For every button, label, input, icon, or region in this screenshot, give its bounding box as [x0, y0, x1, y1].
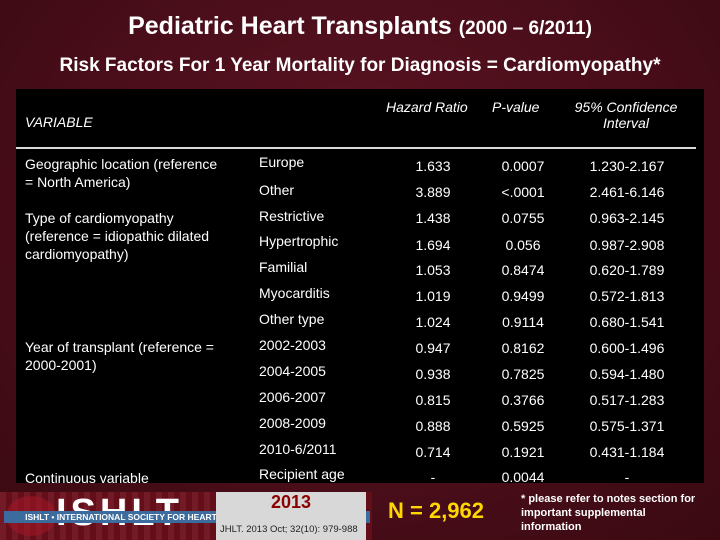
row-hazard-ratio: 1.019 [415, 288, 451, 304]
header-ci: 95% Confidence Interval [556, 99, 696, 131]
row-confidence-interval: 0.517-1.283 [589, 392, 665, 408]
header-ci-line2: Interval [603, 115, 649, 131]
header-ci-line1: 95% Confidence [574, 99, 678, 115]
row-p-value: 0.9499 [501, 288, 545, 304]
row-subcategory: Europe [259, 154, 305, 170]
row-hazard-ratio: 1.024 [415, 314, 451, 330]
row-confidence-interval: 0.600-1.496 [589, 340, 665, 356]
row-p-value: <.0001 [501, 184, 545, 200]
header-variable: VARIABLE [25, 114, 93, 130]
row-subcategory: 2008-2009 [259, 415, 326, 431]
row-subcategory: Restrictive [259, 208, 325, 224]
row-subcategory: Other [259, 182, 295, 198]
row-hazard-ratio: 0.947 [415, 340, 451, 356]
journal-citation: JHLT. 2013 Oct; 32(10): 979-988 [220, 524, 358, 535]
variable-line: Geographic location (reference [25, 156, 218, 172]
row-subcategory: Hypertrophic [259, 233, 339, 249]
header-hazard-ratio: Hazard Ratio [386, 99, 468, 115]
title-dates: (2000 – 6/2011) [458, 18, 592, 39]
row-hazard-ratio: 0.888 [415, 418, 451, 434]
row-subcategory: Recipient age [259, 466, 345, 482]
row-p-value: 0.9114 [502, 314, 544, 330]
header-p-value: P-value [492, 99, 540, 115]
row-p-value: 0.8474 [501, 262, 545, 278]
row-confidence-interval: 0.987-2.908 [589, 237, 665, 253]
title-main: Pediatric Heart Transplants [128, 12, 452, 40]
row-confidence-interval: 0.680-1.541 [589, 314, 665, 330]
row-hazard-ratio: 1.694 [415, 237, 451, 253]
journal-citation-box: 2013 JHLT. 2013 Oct; 32(10): 979-988 [216, 492, 366, 540]
row-p-value: 0.0007 [501, 158, 545, 174]
row-hazard-ratio: - [430, 469, 436, 485]
row-p-value: 0.8162 [501, 340, 545, 356]
row-confidence-interval: 1.230-2.167 [589, 158, 665, 174]
row-p-value: 0.1921 [501, 444, 545, 460]
variable-line: cardiomyopathy) [25, 246, 129, 262]
variable-year-of-transplant: Year of transplant (reference = 2000-200… [25, 338, 214, 374]
row-subcategory: 2010-6/2011 [259, 441, 337, 457]
row-p-value: 0.0755 [501, 210, 545, 226]
variable-continuous: Continuous variable [25, 469, 149, 487]
row-subcategory: Other type [259, 311, 325, 327]
row-hazard-ratio: 1.053 [415, 262, 451, 278]
row-confidence-interval: 0.963-2.145 [589, 210, 665, 226]
row-hazard-ratio: 0.938 [415, 366, 451, 382]
variable-line: Type of cardiomyopathy [25, 210, 174, 226]
variable-cardiomyopathy-type: Type of cardiomyopathy (reference = idio… [25, 209, 209, 263]
row-hazard-ratio: 1.633 [415, 158, 451, 174]
row-hazard-ratio: 0.815 [415, 392, 451, 408]
row-subcategory: 2006-2007 [259, 389, 326, 405]
row-p-value: 0.3766 [501, 392, 545, 408]
row-confidence-interval: 0.431-1.184 [589, 444, 665, 460]
table-panel [16, 89, 704, 483]
row-p-value: 0.0044 [501, 469, 545, 485]
row-p-value: 0.5925 [501, 418, 545, 434]
variable-geographic: Geographic location (reference = North A… [25, 155, 217, 191]
row-p-value: 0.056 [505, 237, 541, 253]
report-year: 2013 [270, 492, 312, 512]
row-subcategory: 2004-2005 [259, 363, 326, 379]
sample-size: N = 2,962 [388, 498, 485, 523]
row-subcategory: Myocarditis [259, 285, 330, 301]
row-subcategory: 2002-2003 [259, 337, 326, 353]
slide-subtitle: Risk Factors For 1 Year Mortality for Di… [59, 55, 661, 76]
variable-line: = North America) [25, 174, 131, 190]
variable-line: 2000-2001) [25, 357, 97, 373]
variable-line: Continuous variable [25, 470, 149, 486]
row-confidence-interval: 0.620-1.789 [589, 262, 665, 278]
variable-line: (reference = idiopathic dilated [25, 228, 210, 244]
row-confidence-interval: 0.594-1.480 [589, 366, 665, 382]
row-hazard-ratio: 3.889 [415, 184, 451, 200]
row-hazard-ratio: 0.714 [415, 444, 451, 460]
header-divider [16, 147, 696, 149]
row-subcategory: Familial [259, 259, 308, 275]
row-confidence-interval: 0.572-1.813 [589, 288, 665, 304]
footnote: * please refer to notes section for impo… [521, 493, 696, 533]
slide-title: Pediatric Heart Transplants (2000 – 6/20… [0, 12, 720, 41]
variable-line: Year of transplant (reference = [25, 339, 214, 355]
row-confidence-interval: 2.461-6.146 [589, 184, 665, 200]
row-confidence-interval: - [624, 469, 630, 485]
row-p-value: 0.7825 [501, 366, 545, 382]
row-confidence-interval: 0.575-1.371 [589, 418, 665, 434]
row-hazard-ratio: 1.438 [415, 210, 451, 226]
